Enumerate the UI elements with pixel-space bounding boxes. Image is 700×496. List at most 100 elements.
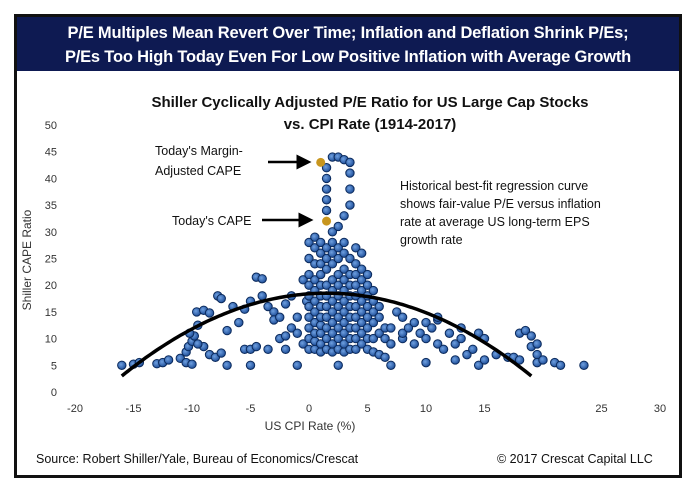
data-point [520, 325, 531, 336]
data-point [333, 280, 343, 290]
data-point [444, 328, 455, 338]
data-point [321, 163, 332, 173]
data-point [333, 312, 343, 322]
data-point [204, 308, 215, 318]
data-point [339, 339, 349, 349]
data-point [356, 275, 367, 285]
data-point [321, 253, 332, 264]
copyright-note: © 2017 Crescat Capital LLC [497, 452, 653, 466]
data-point [327, 328, 338, 338]
data-point [345, 168, 355, 178]
y-tick-label: 25 [45, 254, 57, 266]
data-point [327, 307, 338, 317]
data-point [362, 301, 373, 312]
header-banner: P/E Multiples Mean Revert Over Time; Inf… [17, 17, 679, 71]
header-line-2: P/Es Too High Today Even For Low Positiv… [64, 48, 632, 66]
data-point [368, 285, 379, 296]
data-point [339, 307, 349, 317]
data-point [356, 264, 367, 274]
data-point [380, 333, 390, 344]
data-point [298, 275, 308, 285]
data-point [374, 312, 384, 322]
data-point [298, 339, 308, 349]
data-point [280, 299, 291, 309]
annotation-margin-cape-1: Today's Margin- [155, 144, 243, 158]
data-point [327, 259, 338, 269]
y-tick-label: 35 [45, 200, 57, 212]
regression-curve [120, 291, 533, 378]
data-point [327, 248, 338, 258]
data-point [374, 301, 384, 312]
data-point [386, 339, 396, 349]
data-point [362, 323, 373, 333]
data-point [310, 296, 320, 306]
data-point [304, 269, 314, 280]
x-tick-label: -15 [126, 403, 142, 415]
data-point [450, 339, 460, 349]
data-point [397, 312, 408, 322]
data-point [362, 280, 373, 290]
data-point [245, 360, 256, 370]
data-point [216, 293, 226, 304]
data-point [193, 339, 203, 349]
chart-title: Shiller Cyclically Adjusted P/E Ratio fo… [60, 92, 680, 136]
y-tick-label: 20 [45, 280, 57, 292]
annotation-today-cape: Today's CAPE [172, 214, 252, 228]
data-point [351, 323, 361, 333]
data-point [310, 307, 320, 317]
data-point [251, 341, 262, 352]
data-point [415, 328, 425, 338]
data-point [292, 328, 302, 338]
x-tick-label: 5 [364, 403, 370, 415]
data-point [386, 360, 396, 370]
data-point [356, 328, 367, 338]
data-point [321, 173, 332, 184]
data-point [462, 349, 472, 360]
data-point [579, 360, 589, 370]
y-tick-label: 30 [45, 227, 57, 239]
data-point [333, 301, 343, 312]
data-point [409, 339, 419, 349]
data-point [327, 296, 338, 306]
y-tick-label: 40 [45, 173, 57, 185]
data-point [351, 333, 361, 344]
data-point [222, 360, 232, 370]
data-point [514, 355, 525, 365]
data-point [216, 348, 226, 358]
data-point [456, 333, 466, 344]
data-point [263, 344, 273, 354]
data-point [321, 280, 332, 290]
data-point [526, 331, 536, 341]
data-point [321, 312, 332, 322]
data-point [222, 325, 232, 336]
data-point [468, 344, 478, 354]
data-point [356, 317, 367, 328]
data-point [473, 360, 484, 370]
x-axis-label: US CPI Rate (%) [265, 419, 356, 433]
data-point [351, 269, 361, 280]
chart-frame [14, 14, 682, 478]
data-point [321, 243, 332, 253]
data-point [368, 317, 379, 328]
data-point [275, 312, 285, 322]
data-point [351, 344, 361, 354]
data-point [339, 237, 349, 248]
data-point [321, 323, 332, 333]
data-point [333, 243, 343, 253]
data-point [421, 357, 431, 368]
data-point [356, 307, 367, 317]
data-point [392, 307, 402, 317]
data-point [339, 248, 349, 258]
data-point [351, 259, 361, 269]
data-point [280, 344, 291, 354]
regression-annotation-line: growth rate [400, 233, 463, 247]
data-point [304, 301, 314, 312]
data-point [304, 280, 314, 290]
data-point [397, 328, 408, 338]
data-point [339, 264, 349, 274]
chart-title-line-1: Shiller Cyclically Adjusted P/E Ratio fo… [151, 94, 589, 111]
highlighted-point [316, 157, 326, 167]
y-tick-label: 50 [45, 120, 57, 132]
data-point [339, 275, 349, 285]
data-point [321, 264, 332, 274]
